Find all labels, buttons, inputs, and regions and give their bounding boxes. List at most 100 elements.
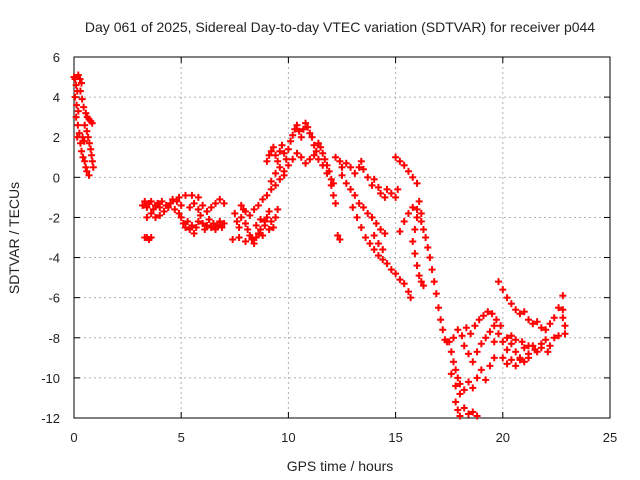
data-point [71,93,79,101]
data-point [366,240,374,248]
data-point [464,350,472,358]
x-tick-label: 5 [178,430,185,445]
data-point [460,386,468,394]
data-point [355,199,363,207]
data-point [76,139,84,147]
data-point [400,217,408,225]
data-point [220,219,228,227]
data-point [342,159,350,167]
data-point [372,219,380,227]
x-tick-label: 15 [388,430,402,445]
data-point [265,207,273,215]
data-point [525,342,533,350]
data-point [179,219,187,227]
x-tick-label: 0 [70,430,77,445]
data-point [175,209,183,217]
data-point [537,324,545,332]
data-point [302,159,310,167]
y-tick-label: -10 [41,371,60,386]
data-point [237,213,245,221]
data-point [164,203,172,211]
data-point [364,173,372,181]
x-axis-label: GPS time / hours [287,458,394,474]
data-point [214,221,222,229]
data-point [308,133,316,141]
data-point [357,223,365,231]
data-point [85,171,93,179]
data-point [216,217,224,225]
data-point [347,185,355,193]
data-point [516,310,524,318]
data-point [212,225,220,233]
data-point [293,149,301,157]
data-point [454,326,462,334]
data-point [473,348,481,356]
data-point [368,213,376,221]
data-point [78,95,86,103]
data-point [381,193,389,201]
data-point [143,203,151,211]
data-point [74,121,82,129]
data-point [454,374,462,382]
data-series [70,71,569,420]
data-point [434,304,442,312]
data-point [289,131,297,139]
data-point [495,278,503,286]
data-point [488,310,496,318]
data-point [186,203,194,211]
data-point [529,320,537,328]
y-tick-label: 6 [53,50,60,65]
x-tick-label: 25 [603,430,617,445]
data-point [304,123,312,131]
data-point [518,338,526,346]
data-point [464,378,472,386]
data-point [336,236,344,244]
data-point [276,163,284,171]
data-point [379,246,387,254]
data-point [460,342,468,350]
data-point [276,175,284,183]
data-point [216,195,224,203]
data-point [83,167,91,175]
data-point [76,75,84,83]
data-point [293,121,301,129]
data-point [297,133,305,141]
data-point [272,213,280,221]
data-point [274,157,282,165]
data-point [430,278,438,286]
data-point [310,141,318,149]
data-point [546,342,554,350]
data-point [192,223,200,231]
data-point [486,362,494,370]
data-point [158,197,166,205]
data-point [370,175,378,183]
y-axis-ticks: -12 -10 -8 -6 -4 -2 0 2 4 6 [41,50,610,426]
data-point [334,231,342,239]
data-point [503,334,511,342]
data-point [477,340,485,348]
data-point [482,334,490,342]
data-point [456,412,464,420]
data-point [299,125,307,133]
data-point [409,203,417,211]
data-point [559,314,567,322]
data-point [392,193,400,201]
data-point [203,207,211,215]
data-point [194,193,202,201]
data-point [282,155,290,163]
y-axis-label: SDTVAR / TECUs [6,182,22,294]
data-point [374,183,382,191]
data-point [542,336,550,344]
data-point [353,213,361,221]
data-point [280,149,288,157]
data-point [449,358,457,366]
data-point [81,121,89,129]
data-point [263,157,271,165]
data-point [480,312,488,320]
data-point [321,155,329,163]
data-point [503,360,511,368]
data-point [171,205,179,213]
data-point [265,151,273,159]
data-point [235,223,243,231]
